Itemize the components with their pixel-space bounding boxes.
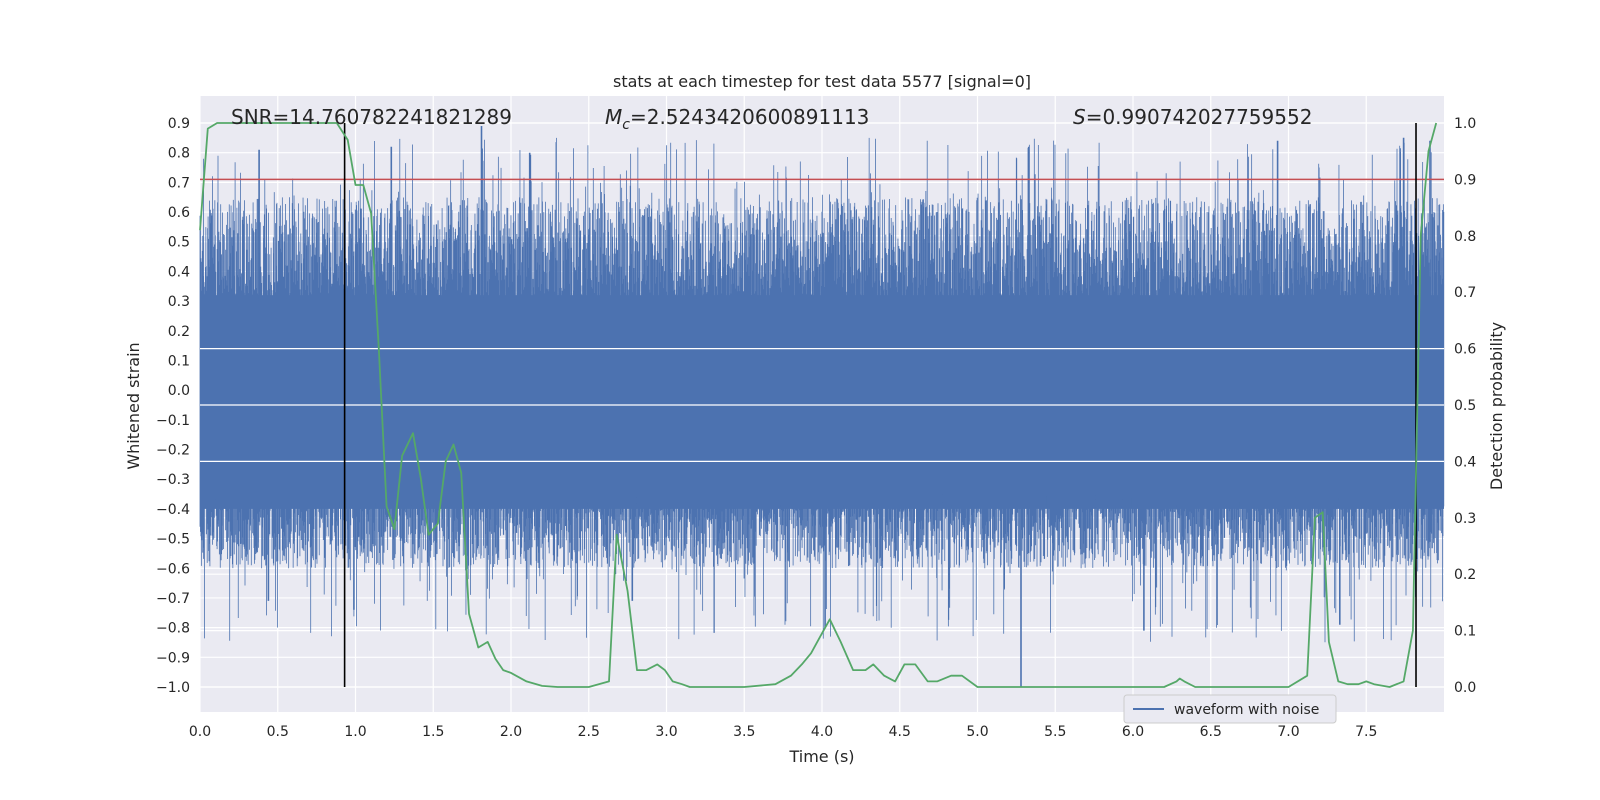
x-tick-label: 1.5 [422,724,444,740]
y-tick-label-left: 0.3 [168,294,190,310]
x-tick-label: 5.0 [966,724,988,740]
x-tick-label: 3.5 [733,724,755,740]
y-tick-label-left: 0.6 [168,205,190,221]
s-annotation: S=0.990742027759552 [1073,105,1312,129]
y-tick-label-right: 0.4 [1454,454,1476,470]
y-tick-label-left: −0.8 [156,621,190,637]
x-tick-label: 6.0 [1122,724,1144,740]
x-tick-label: 4.5 [889,724,911,740]
y-tick-label-right: 1.0 [1454,116,1476,132]
y-tick-label-right: 0.2 [1454,567,1476,583]
legend-label: waveform with noise [1174,702,1319,718]
strain-waveform [199,126,1445,687]
y-tick-label-left: 0.4 [168,264,190,280]
x-tick-label: 1.0 [344,724,366,740]
y-tick-label-right: 0.1 [1454,624,1476,640]
y-tick-label-right: 0.3 [1454,511,1476,527]
x-tick-label: 5.5 [1044,724,1066,740]
tick-labels: 0.0 0.5 1.0 1.5 2.0 2.5 3.0 3.5 4.0 4.5 5.0 5.5 6.0 6… [156,116,1476,740]
y-tick-label-left: −0.4 [156,502,190,518]
y-tick-label-left: 0.1 [168,353,190,369]
y-tick-label-right: 0.6 [1454,342,1476,358]
x-tick-label: 0.0 [189,724,211,740]
x-tick-label: 7.0 [1277,724,1299,740]
x-tick-label: 4.0 [811,724,833,740]
y-tick-label-left: 0.5 [168,235,190,251]
y-axis-label-right: Detection probability [1487,322,1506,490]
y-tick-label-left: −1.0 [156,680,190,696]
x-tick-label: 6.5 [1200,724,1222,740]
y-tick-label-left: 0.7 [168,175,190,191]
y-tick-label-left: −0.9 [156,650,190,666]
x-tick-label: 7.5 [1355,724,1377,740]
y-tick-label-left: −0.7 [156,591,190,607]
y-tick-label-right: 0.9 [1454,172,1476,188]
y-tick-label-right: 0.8 [1454,229,1476,245]
probability-line [199,122,1438,688]
strain-spikes [258,126,1431,687]
y-tick-label-left: −0.1 [156,413,190,429]
y-tick-label-left: 0.0 [168,383,190,399]
x-tick-label: 0.5 [267,724,289,740]
x-tick-label: 3.0 [655,724,677,740]
y-tick-label-left: −0.2 [156,443,190,459]
y-tick-label-left: 0.8 [168,146,190,162]
legend: waveform with noise [1123,694,1337,724]
x-axis-label: Time (s) [788,747,854,766]
y-tick-label-right: 0.5 [1454,398,1476,414]
chart-title: stats at each timestep for test data 557… [613,72,1031,91]
y-tick-label-left: −0.6 [156,561,190,577]
x-tick-label: 2.5 [578,724,600,740]
chirp-mass-annotation: Mc=2.5243420600891113 [605,105,869,133]
y-tick-label-right: 0.0 [1454,680,1476,696]
y-tick-label-left: −0.3 [156,472,190,488]
y-tick-label-right: 0.7 [1454,285,1476,301]
x-tick-label: 2.0 [500,724,522,740]
y-tick-label-left: 0.9 [168,116,190,132]
overlay-lines [199,122,1444,688]
legend-box [1123,694,1337,724]
y-tick-label-left: −0.5 [156,532,190,548]
snr-annotation: SNR=14.760782241821289 [231,105,512,129]
y-tick-label-left: 0.2 [168,324,190,340]
y-axis-label-left: Whitened strain [124,342,143,469]
